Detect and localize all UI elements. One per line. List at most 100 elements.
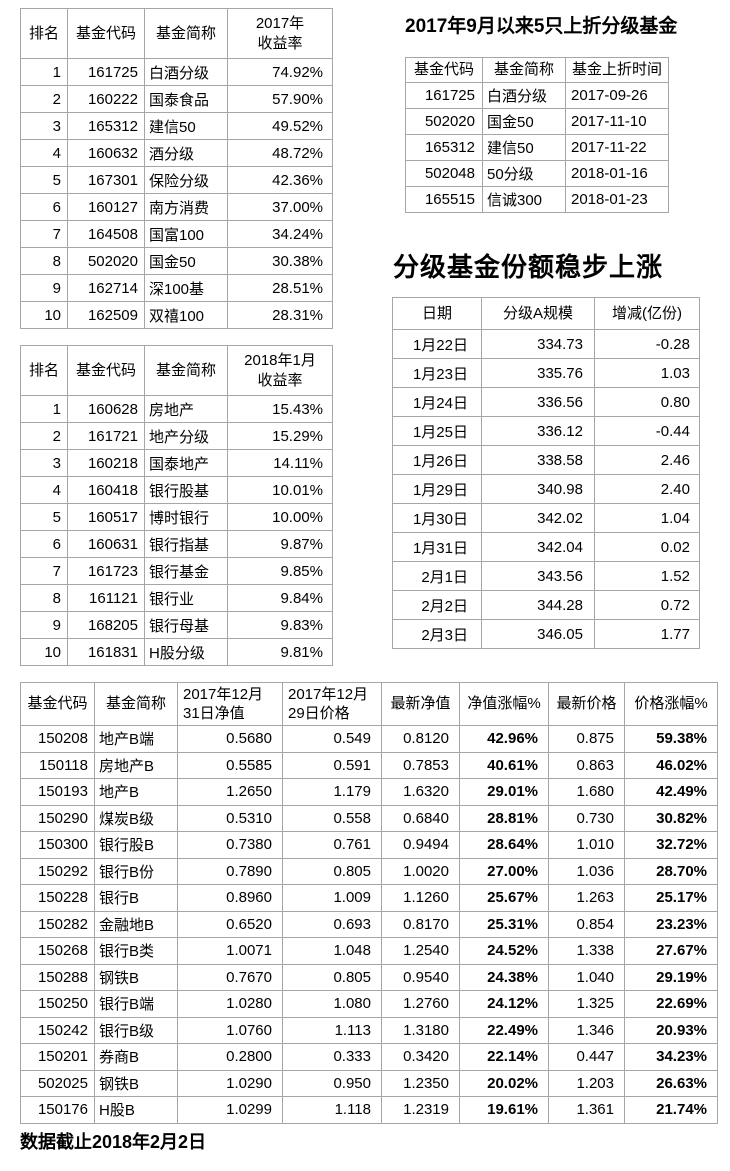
table-cell: 房地产 <box>144 395 228 423</box>
table-cell: 50分级 <box>482 160 566 187</box>
table-cell: 0.693 <box>282 910 382 938</box>
table-row: 150208 地产B端 0.5680 0.549 0.8120 42.96% 0.875 59… <box>20 725 718 753</box>
table-cell: 煤炭B级 <box>94 804 178 832</box>
table-row: 150228 银行B 0.8960 1.009 1.1260 25.67% 1.263 25.… <box>20 884 718 912</box>
table-row: 502020 国金50 2017-11-10 <box>405 108 669 135</box>
table-cell: 双禧100 <box>144 301 228 329</box>
upfold-funds-title: 2017年9月以来5只上折分级基金 <box>405 16 678 37</box>
table-row: 165515 信诚300 2018-01-23 <box>405 186 669 213</box>
column-header: 基金代码 <box>67 8 145 59</box>
table-cell: 国金50 <box>482 108 566 135</box>
table-cell: 国泰食品 <box>144 85 228 113</box>
table-cell: 160218 <box>67 449 145 477</box>
table-cell: 46.02% <box>624 751 718 779</box>
table-cell: 0.6520 <box>177 910 283 938</box>
table-cell: 2.40 <box>594 474 700 504</box>
table-cell: 24.12% <box>459 990 549 1018</box>
table-row: 2月1日 343.56 1.52 <box>392 561 700 591</box>
table-cell: 42.36% <box>227 166 333 194</box>
table-cell: 0.805 <box>282 963 382 991</box>
table-cell: 1.03 <box>594 358 700 388</box>
table-cell: 3 <box>20 112 68 140</box>
table-cell: 钢铁B <box>94 963 178 991</box>
column-header: 基金代码 <box>20 682 95 726</box>
table-row: 150282 金融地B 0.6520 0.693 0.8170 25.31% 0.854 23… <box>20 910 718 938</box>
table-cell: 27.67% <box>624 937 718 965</box>
table-cell: 银行B级 <box>94 1016 178 1044</box>
table-cell: -0.28 <box>594 329 700 359</box>
table-cell: 1月25日 <box>392 416 482 446</box>
table-cell: 160632 <box>67 139 145 167</box>
table-cell: 0.761 <box>282 831 382 859</box>
table-row: 1月25日 336.12 -0.44 <box>392 416 700 446</box>
table-cell: 0.02 <box>594 532 700 562</box>
table-cell: 164508 <box>67 220 145 248</box>
table-cell: 8 <box>20 584 68 612</box>
table-cell: 1.346 <box>548 1016 625 1044</box>
table-cell: 346.05 <box>481 619 595 649</box>
table-cell: 24.38% <box>459 963 549 991</box>
header-row: 日期 分级A规模 增减(亿份) <box>392 297 700 330</box>
table-cell: 1.040 <box>548 963 625 991</box>
table-cell: 0.549 <box>282 725 382 753</box>
table-row: 1月24日 336.56 0.80 <box>392 387 700 417</box>
table-cell: 银行指基 <box>144 530 228 558</box>
share-scale-table: 日期 分级A规模 增减(亿份) 1月22日 334.73 -0.28 1月23日 335.76… <box>392 297 700 649</box>
column-header: 日期 <box>392 297 482 330</box>
table-cell: 深100基 <box>144 274 228 302</box>
table-cell: 1.6320 <box>381 778 460 806</box>
table-cell: 国富100 <box>144 220 228 248</box>
table-cell: 335.76 <box>481 358 595 388</box>
table-cell: 1.0299 <box>177 1096 283 1124</box>
table-cell: 0.7890 <box>177 857 283 885</box>
table-cell: 9.85% <box>227 557 333 585</box>
table-cell: 9.87% <box>227 530 333 558</box>
header-row: 排名 基金代码 基金简称 2018年1月 收益率 <box>20 345 333 396</box>
table-row: 4 160632 酒分级 48.72% <box>20 139 333 167</box>
table-cell: 0.2800 <box>177 1043 283 1071</box>
table-cell: 150118 <box>20 751 95 779</box>
table-cell: 160222 <box>67 85 145 113</box>
table-cell: 0.8120 <box>381 725 460 753</box>
table-cell: 28.81% <box>459 804 549 832</box>
table-cell: 30.38% <box>227 247 333 275</box>
table-cell: 160517 <box>67 503 145 531</box>
table-cell: 银行B端 <box>94 990 178 1018</box>
table-row: 150242 银行B级 1.0760 1.113 1.3180 22.49% 1.346 20… <box>20 1016 718 1044</box>
table-cell: 1月24日 <box>392 387 482 417</box>
table-cell: 国泰地产 <box>144 449 228 477</box>
table-row: 1月26日 338.58 2.46 <box>392 445 700 475</box>
table-cell: 1.0760 <box>177 1016 283 1044</box>
table-cell: 6 <box>20 530 68 558</box>
table-cell: 白酒分级 <box>144 58 228 86</box>
table-cell: 酒分级 <box>144 139 228 167</box>
table-cell: 150176 <box>20 1096 95 1124</box>
table-cell: 334.73 <box>481 329 595 359</box>
table-row: 1月31日 342.04 0.02 <box>392 532 700 562</box>
table-cell: 1.048 <box>282 937 382 965</box>
table-row: 3 160218 国泰地产 14.11% <box>20 449 333 477</box>
table-cell: 0.5310 <box>177 804 283 832</box>
table-cell: 8 <box>20 247 68 275</box>
table-cell: 28.51% <box>227 274 333 302</box>
table-cell: 1月26日 <box>392 445 482 475</box>
header-row: 基金代码 基金简称 2017年12月 31日净值 2017年12月 29日价格 最新净值… <box>20 682 718 726</box>
table-cell: 150282 <box>20 910 95 938</box>
table-cell: 7 <box>20 220 68 248</box>
table-row: 150292 银行B份 0.7890 0.805 1.0020 27.00% 1.036 28… <box>20 857 718 885</box>
table-cell: 161725 <box>67 58 145 86</box>
table-cell: 74.92% <box>227 58 333 86</box>
table-row: 502025 钢铁B 1.0290 0.950 1.2350 20.02% 1.203 26.… <box>20 1069 718 1097</box>
table-row: 150250 银行B端 1.0280 1.080 1.2760 24.12% 1.325 22… <box>20 990 718 1018</box>
table-cell: 4 <box>20 476 68 504</box>
table-cell: 1.080 <box>282 990 382 1018</box>
table-cell: 信诚300 <box>482 186 566 213</box>
table-cell: 1.3180 <box>381 1016 460 1044</box>
table-cell: 地产分级 <box>144 422 228 450</box>
table-cell: 28.31% <box>227 301 333 329</box>
table-cell: 25.67% <box>459 884 549 912</box>
table-cell: 5 <box>20 166 68 194</box>
table-cell: 3 <box>20 449 68 477</box>
table-row: 150290 煤炭B级 0.5310 0.558 0.6840 28.81% 0.730 30… <box>20 804 718 832</box>
